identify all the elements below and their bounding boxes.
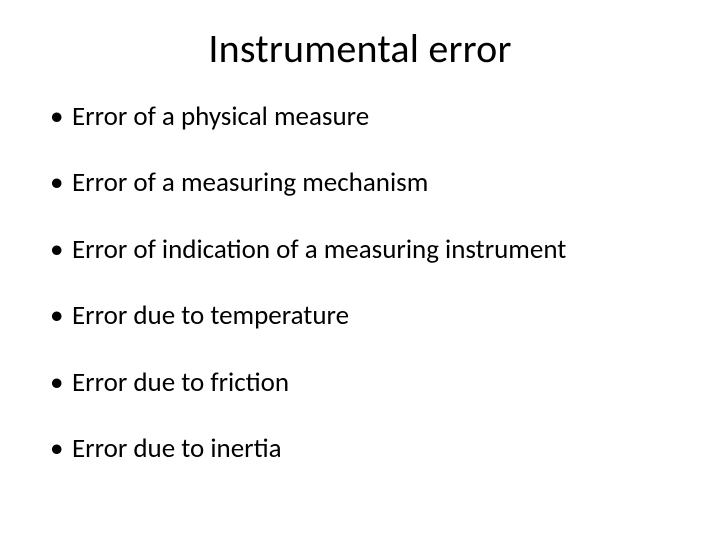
bullet-list: Error of a physical measure Error of a m… bbox=[48, 101, 672, 516]
list-item: Error of a measuring mechanism bbox=[48, 167, 672, 199]
list-item: Error due to friction bbox=[48, 367, 672, 399]
list-item: Error of a physical measure bbox=[48, 101, 672, 133]
list-item: Error due to temperature bbox=[48, 300, 672, 332]
list-item: Error due to inertia bbox=[48, 433, 672, 465]
list-item: Error of indication of a measuring instr… bbox=[48, 234, 672, 266]
slide: Instrumental error Error of a physical m… bbox=[0, 0, 720, 540]
slide-title: Instrumental error bbox=[48, 24, 672, 73]
